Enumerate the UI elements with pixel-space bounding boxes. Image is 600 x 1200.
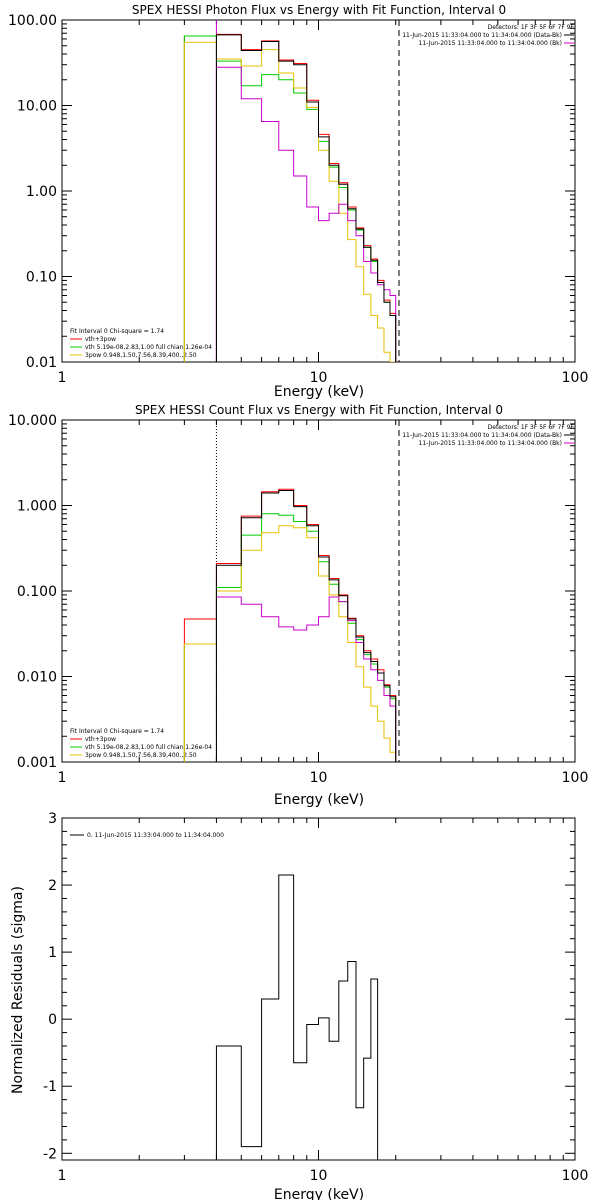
count-flux-x-label: Energy (keV) xyxy=(274,792,364,808)
y-tick-label: 2 xyxy=(48,878,57,894)
photon-legend-header: Detectors: 1F 3F 5F 6F 7F 9F xyxy=(488,24,575,31)
y-tick-label: -2 xyxy=(43,1146,57,1162)
y-tick-label: -1 xyxy=(43,1079,57,1095)
count-flux-title: SPEX HESSI Count Flux vs Energy with Fit… xyxy=(135,403,503,417)
count-legend-header: Detectors: 1F 3F 5F 6F 7F 9F xyxy=(488,424,575,431)
photon-flux-x-label: Energy (keV) xyxy=(274,384,364,400)
y-tick-label: 10.00 xyxy=(17,99,57,115)
y-tick-label: 1 xyxy=(48,945,57,961)
count-legend-data-label: 11-Jun-2015 11:33:04.000 to 11:34:04.000… xyxy=(402,432,562,439)
plot-frame xyxy=(61,19,576,363)
x-tick-label: 1 xyxy=(58,1168,67,1184)
plot-frame xyxy=(61,817,576,1161)
x-tick-label: 100 xyxy=(562,370,589,386)
series-3pow-line xyxy=(183,41,407,362)
series-data-bk-line xyxy=(215,489,407,762)
series-vth-3pow-line xyxy=(183,33,407,362)
count-fit-3pow-label: 3pow 0.948,1.50,7.56,8.39,400.,2.50 xyxy=(85,752,197,759)
y-tick-label: 10.000 xyxy=(8,413,57,429)
x-tick-label: 10 xyxy=(310,1168,328,1184)
count-fit-vth-label: vth 5.19e-08,2.83,1.00 full chian 1.26e-… xyxy=(85,744,212,751)
y-tick-label: 0.01 xyxy=(26,355,57,371)
y-tick-label: 0.10 xyxy=(26,270,57,286)
count-fit-header: Fit Interval 0 Chi-square = 1.74 xyxy=(70,728,164,735)
residuals-y-label: Normalized Residuals (sigma) xyxy=(10,886,26,1094)
photon-fit-header: Fit Interval 0 Chi-square = 1.74 xyxy=(70,328,164,335)
x-tick-label: 10 xyxy=(310,770,328,786)
y-tick-label: 0.100 xyxy=(17,584,57,600)
series-bk-line xyxy=(215,596,407,762)
photon-legend-data-label: 11-Jun-2015 11:33:04.000 to 11:34:04.000… xyxy=(402,32,562,39)
series-3pow-line xyxy=(183,525,407,762)
photon-flux-panel: SPEX HESSI Photon Flux vs Energy with Fi… xyxy=(8,3,588,400)
residuals-panel: Energy (keV) Normalized Residuals (sigma… xyxy=(10,811,588,1200)
x-tick-label: 1 xyxy=(58,370,67,386)
x-tick-label: 1 xyxy=(58,770,67,786)
x-tick-label: 100 xyxy=(562,1168,589,1184)
x-tick-label: 100 xyxy=(562,770,589,786)
series-0-11-jun-2015-11-33-04-000-to-11-34-04-000-line xyxy=(215,874,379,1160)
y-tick-label: 100.00 xyxy=(8,13,57,29)
photon-fit-vth-label: vth 5.19e-08,2.83,1.00 full chian 1.26e-… xyxy=(85,344,212,351)
y-tick-label: 0 xyxy=(48,1012,57,1028)
y-tick-label: 3 xyxy=(48,811,57,827)
photon-fit-vth3pow-label: vth+3pow xyxy=(85,336,116,343)
series-data-bk-line xyxy=(215,34,407,362)
series-vth-line xyxy=(183,513,407,762)
count-flux-panel: SPEX HESSI Count Flux vs Energy with Fit… xyxy=(8,403,588,808)
x-tick-label: 10 xyxy=(310,370,328,386)
count-legend-bk-label: 11-Jun-2015 11:33:04.000 to 11:34:04.000… xyxy=(419,440,562,447)
y-tick-label: 1.00 xyxy=(26,184,57,200)
plot-frame xyxy=(61,419,576,763)
count-fit-vth3pow-label: vth+3pow xyxy=(85,736,116,743)
series-vth-3pow-line xyxy=(183,488,407,762)
residuals-x-label: Energy (keV) xyxy=(274,1187,364,1200)
photon-flux-title: SPEX HESSI Photon Flux vs Energy with Fi… xyxy=(132,3,506,17)
y-tick-label: 0.001 xyxy=(17,755,57,771)
residuals-legend-label: 0. 11-Jun-2015 11:33:04.000 to 11:34:04.… xyxy=(87,832,224,839)
y-tick-label: 1.000 xyxy=(17,499,57,515)
y-tick-label: 0.010 xyxy=(17,670,57,686)
photon-fit-3pow-label: 3pow 0.948,1.50,7.56,8.39,400.,2.50 xyxy=(85,352,197,359)
photon-legend-bk-label: 11-Jun-2015 11:33:04.000 to 11:34:04.000… xyxy=(419,40,562,47)
series-vth-line xyxy=(183,35,407,362)
